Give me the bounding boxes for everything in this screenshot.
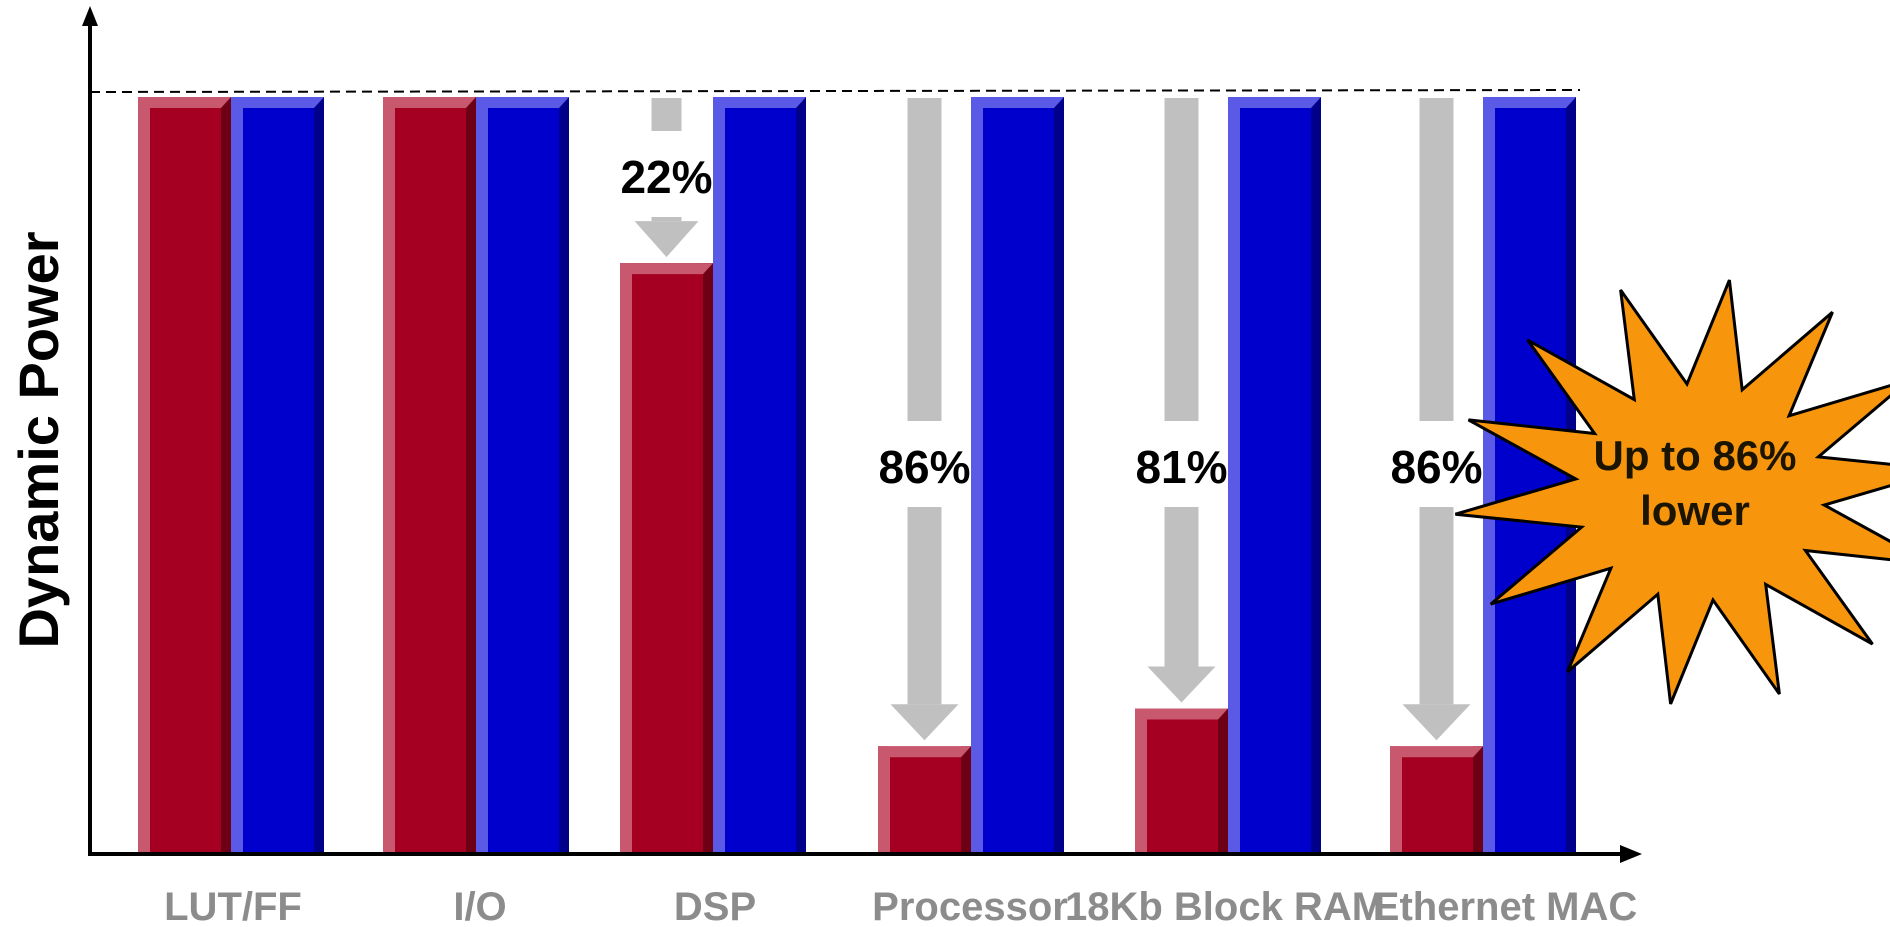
x-axis (88, 845, 1642, 863)
x-tick-label: DSP (674, 885, 756, 927)
red-bar (620, 263, 713, 853)
x-tick-label: Ethernet MAC (1373, 885, 1637, 927)
reference-line (89, 89, 1581, 93)
reduction-label: 86% (878, 441, 970, 493)
x-tick-label: Processor (872, 885, 1068, 927)
red-bar (383, 97, 476, 852)
blue-bar (1228, 97, 1321, 852)
reduction-label: 81% (1135, 441, 1227, 493)
reduction-label: 22% (620, 151, 712, 203)
reduction-arrow (1147, 98, 1216, 703)
reduction-arrow (634, 98, 699, 258)
y-axis-label: Dynamic Power (7, 231, 70, 648)
blue-bar (713, 97, 806, 852)
blue-bar (231, 97, 324, 852)
reduction-arrows-group: 22% 86% 81% 86% (620, 98, 1483, 741)
callout-text-line2: lower (1640, 487, 1750, 534)
x-tick-label: I/O (453, 885, 506, 927)
reduction-label: 86% (1390, 441, 1482, 493)
callout-text-line1: Up to 86% (1593, 432, 1796, 479)
reduction-arrow (890, 98, 959, 741)
y-axis (82, 6, 98, 854)
bars-group (138, 97, 1576, 853)
red-bar (878, 746, 971, 852)
blue-bar (971, 97, 1064, 852)
red-bar (138, 97, 231, 852)
reduction-arrow (1402, 98, 1471, 741)
red-bar (1135, 708, 1228, 852)
x-tick-label: LUT/FF (164, 885, 302, 927)
callout-starburst: Up to 86% lower (1454, 279, 1890, 705)
starburst-shape (1454, 279, 1890, 705)
blue-bar (1483, 97, 1576, 852)
blue-bar (476, 97, 569, 852)
red-bar (1390, 746, 1483, 852)
x-tick-label: 18Kb Block RAM (1065, 885, 1385, 927)
